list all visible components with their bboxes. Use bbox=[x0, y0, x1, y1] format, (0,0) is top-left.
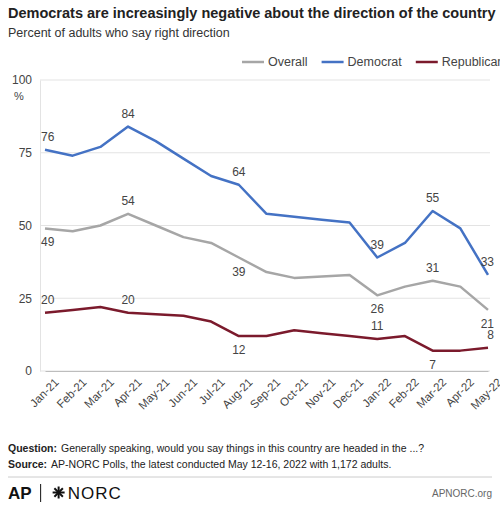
subtitle: Percent of adults who say right directio… bbox=[8, 26, 230, 40]
x-tick-label: Nov-21 bbox=[303, 376, 338, 411]
data-label: 11 bbox=[371, 319, 384, 333]
footnote-label: Question: bbox=[8, 442, 57, 454]
x-tick-label: Sep-21 bbox=[248, 376, 283, 411]
y-axis-line bbox=[40, 81, 41, 372]
x-tick: Mar-21 bbox=[82, 376, 116, 410]
x-tick: Feb-21 bbox=[54, 376, 88, 410]
legend-swatch bbox=[322, 61, 344, 64]
data-label: 64 bbox=[232, 165, 246, 179]
y-tick: 75 bbox=[19, 146, 40, 160]
y-tick-label: 0 bbox=[25, 364, 32, 378]
data-label: 12 bbox=[232, 343, 246, 357]
title: Democrats are increasingly negative abou… bbox=[8, 5, 495, 21]
data-labels: 4954392631217684643955332020121178 bbox=[41, 107, 494, 372]
data-label: 20 bbox=[121, 293, 135, 307]
footnote: Question: Generally speaking, would you s… bbox=[8, 442, 424, 454]
chart: Democrats are increasingly negative abou… bbox=[0, 0, 500, 505]
logo-divider bbox=[40, 484, 41, 502]
legend-label: Overall bbox=[268, 55, 308, 69]
y-tick: 0 bbox=[25, 364, 40, 378]
y-tick: 100 bbox=[12, 73, 40, 87]
data-label: 76 bbox=[41, 130, 55, 144]
legend-label: Democrat bbox=[348, 55, 403, 69]
x-tick: Nov-21 bbox=[303, 376, 338, 411]
grid bbox=[40, 80, 490, 371]
separator bbox=[8, 477, 492, 478]
x-tick-label: May-21 bbox=[136, 376, 172, 412]
y-tick: 25 bbox=[19, 292, 40, 306]
data-label: 84 bbox=[121, 107, 135, 121]
data-label: 39 bbox=[371, 238, 385, 252]
line-republican bbox=[45, 307, 488, 351]
legend-item: Overall bbox=[242, 55, 308, 69]
grid-line bbox=[40, 371, 490, 372]
y-unit: % bbox=[14, 90, 24, 102]
x-tick-label: Feb-22 bbox=[387, 376, 421, 410]
footnote-label: Source: bbox=[8, 458, 47, 470]
logo-star-ray bbox=[54, 488, 62, 496]
grid-line bbox=[40, 225, 490, 226]
footnote: Source: AP-NORC Polls, the latest conduct… bbox=[8, 458, 391, 470]
y-tick-label: 25 bbox=[19, 292, 33, 306]
x-tick: May-22 bbox=[468, 376, 500, 412]
x-axis: Jan-21Feb-21Mar-21Apr-21May-21Jun-21Jul-… bbox=[28, 372, 500, 412]
footnote-text: AP-NORC Polls, the latest conducted May … bbox=[51, 458, 391, 470]
x-tick-label: Feb-21 bbox=[54, 376, 88, 410]
x-axis-line bbox=[46, 371, 489, 372]
logo-norc: NORC bbox=[68, 484, 122, 503]
grid-line bbox=[40, 80, 490, 81]
data-label: 33 bbox=[481, 255, 495, 269]
x-tick: Aug-21 bbox=[220, 376, 255, 411]
data-label: 8 bbox=[487, 328, 494, 342]
x-tick: Dec-21 bbox=[331, 376, 366, 411]
data-label: 20 bbox=[41, 293, 55, 307]
y-tick-label: 50 bbox=[19, 219, 33, 233]
data-label: 39 bbox=[232, 265, 246, 279]
y-tick-label: 75 bbox=[19, 146, 33, 160]
grid-line bbox=[40, 298, 490, 299]
data-label: 31 bbox=[426, 261, 440, 275]
x-tick: Jun-21 bbox=[166, 376, 199, 409]
data-label: 55 bbox=[426, 191, 440, 205]
logo-star bbox=[53, 487, 65, 499]
x-tick: Feb-22 bbox=[387, 376, 421, 410]
y-tick: 50 bbox=[19, 219, 40, 233]
data-label: 7 bbox=[429, 358, 436, 372]
y-axis: 0 25 50 75 100 bbox=[12, 73, 41, 378]
footnote-text: Generally speaking, would you say things… bbox=[61, 442, 424, 454]
x-tick-label: Dec-21 bbox=[331, 376, 366, 411]
data-label: 54 bbox=[121, 194, 135, 208]
line-democrat bbox=[45, 127, 488, 275]
legend-label: Republican bbox=[442, 55, 500, 69]
x-tick-label: May-22 bbox=[468, 376, 500, 412]
website: APNORC.org bbox=[432, 488, 492, 499]
x-tick: May-21 bbox=[136, 376, 172, 412]
grid-line bbox=[40, 152, 490, 153]
x-tick-label: Mar-22 bbox=[414, 376, 448, 410]
legend: Overall Democrat Republican bbox=[242, 55, 500, 69]
logo-ap: AP bbox=[8, 484, 32, 503]
legend-swatch bbox=[242, 61, 264, 64]
marks bbox=[45, 127, 488, 351]
x-tick-label: Aug-21 bbox=[220, 376, 255, 411]
x-tick: Sep-21 bbox=[248, 376, 283, 411]
x-tick-label: Jun-21 bbox=[166, 376, 199, 409]
data-label: 26 bbox=[371, 302, 385, 316]
legend-item: Republican bbox=[416, 55, 500, 69]
y-tick-label: 100 bbox=[12, 73, 32, 87]
x-tick-label: Mar-21 bbox=[82, 376, 116, 410]
line-overall bbox=[45, 214, 488, 310]
legend-item: Democrat bbox=[322, 55, 403, 69]
x-tick: Mar-22 bbox=[414, 376, 448, 410]
data-label: 49 bbox=[41, 235, 55, 249]
legend-swatch bbox=[416, 61, 438, 64]
